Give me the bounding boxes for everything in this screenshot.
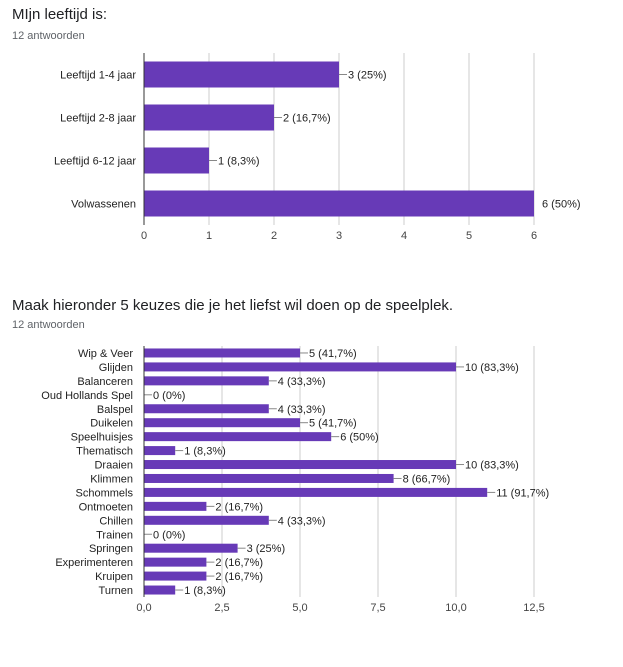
category-label: Turnen [99, 585, 133, 597]
category-label: Speelhuisjes [71, 432, 134, 444]
x-tick-label: 3 [336, 230, 342, 242]
data-label: 6 (50%) [340, 432, 379, 444]
category-label: Balanceren [77, 376, 133, 388]
bar [144, 61, 339, 88]
category-label: Wip & Veer [78, 348, 133, 360]
data-label: 3 (25%) [247, 543, 286, 555]
data-label: 10 (83,3%) [465, 362, 519, 374]
data-label: 6 (50%) [542, 199, 581, 211]
x-tick-label: 1 [206, 230, 212, 242]
category-label: Oud Hollands Spel [41, 390, 133, 402]
x-tick-label: 6 [531, 230, 537, 242]
bar [144, 487, 488, 497]
category-label: Springen [89, 543, 133, 555]
chart-2-title: Maak hieronder 5 keuzes die je het liefs… [12, 297, 454, 314]
bar [144, 446, 176, 456]
category-label: Schommels [76, 487, 134, 499]
category-label: Balspel [97, 404, 133, 416]
bar [144, 104, 274, 131]
bar [144, 501, 207, 511]
category-label: Volwassenen [71, 199, 136, 211]
x-tick-label: 2 [271, 230, 277, 242]
x-tick-label: 0,0 [136, 602, 151, 614]
data-label: 0 (0%) [153, 390, 185, 402]
bar [144, 348, 300, 358]
bar [144, 376, 269, 386]
chart-1-age-bar-chart: 0 1 2 3 4 5 6 Leeftijd 1-4 jaar 3 (25%) Leeftijd … [54, 53, 581, 242]
data-label: 10 (83,3%) [465, 460, 519, 472]
bar [144, 473, 394, 483]
bar [144, 585, 176, 595]
bar [144, 543, 238, 553]
data-label: 1 (8,3%) [184, 585, 226, 597]
x-tick-label: 12,5 [523, 602, 544, 614]
data-label: 2 (16,7%) [215, 501, 263, 513]
bar [144, 190, 534, 217]
data-label: 8 (66,7%) [403, 473, 451, 485]
category-label: Experimenteren [55, 557, 133, 569]
bar [144, 362, 456, 372]
bar [144, 147, 209, 174]
x-tick-label: 2,5 [214, 602, 229, 614]
category-label: Ontmoeten [79, 501, 133, 513]
bar [144, 432, 332, 442]
category-label: Klimmen [90, 473, 133, 485]
category-label: Draaien [94, 460, 133, 472]
category-label: Leeftijd 6-12 jaar [54, 156, 136, 168]
x-tick-label: 5,0 [292, 602, 307, 614]
x-tick-label: 0 [141, 230, 147, 242]
chart-2-response-count: 12 antwoorden [12, 319, 85, 331]
bar [144, 557, 207, 567]
data-label: 4 (33,3%) [278, 376, 326, 388]
data-label: 2 (16,7%) [283, 113, 331, 125]
bar [144, 418, 300, 428]
bar [144, 404, 269, 414]
x-tick-label: 4 [401, 230, 407, 242]
chart-1-response-count: 12 antwoorden [12, 30, 85, 42]
category-label: Leeftijd 2-8 jaar [60, 113, 136, 125]
category-label: Thematisch [76, 446, 133, 458]
data-label: 2 (16,7%) [215, 571, 263, 583]
category-label: Kruipen [95, 571, 133, 583]
data-label: 5 (41,7%) [309, 348, 357, 360]
data-label: 4 (33,3%) [278, 515, 326, 527]
data-label: 4 (33,3%) [278, 404, 326, 416]
chart-1-title: MIjn leeftijd is: [12, 6, 108, 23]
data-label: 11 (91,7%) [496, 487, 549, 499]
bar [144, 515, 269, 525]
category-label: Glijden [99, 362, 133, 374]
data-label: 1 (8,3%) [184, 446, 226, 458]
bar [144, 571, 207, 581]
data-label: 2 (16,7%) [215, 557, 263, 569]
data-label: 1 (8,3%) [218, 156, 260, 168]
data-label: 3 (25%) [348, 70, 387, 82]
category-label: Trainen [96, 529, 133, 541]
category-label: Duikelen [90, 418, 133, 430]
data-label: 5 (41,7%) [309, 418, 357, 430]
bar [144, 460, 456, 470]
category-label: Chillen [99, 515, 133, 527]
x-tick-label: 7,5 [370, 602, 385, 614]
category-label: Leeftijd 1-4 jaar [60, 70, 136, 82]
x-tick-label: 5 [466, 230, 472, 242]
data-label: 0 (0%) [153, 529, 185, 541]
x-tick-label: 10,0 [445, 602, 466, 614]
